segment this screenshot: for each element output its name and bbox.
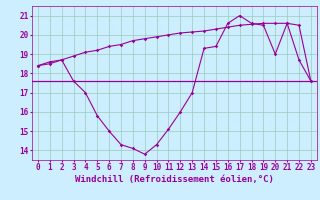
X-axis label: Windchill (Refroidissement éolien,°C): Windchill (Refroidissement éolien,°C): [75, 175, 274, 184]
